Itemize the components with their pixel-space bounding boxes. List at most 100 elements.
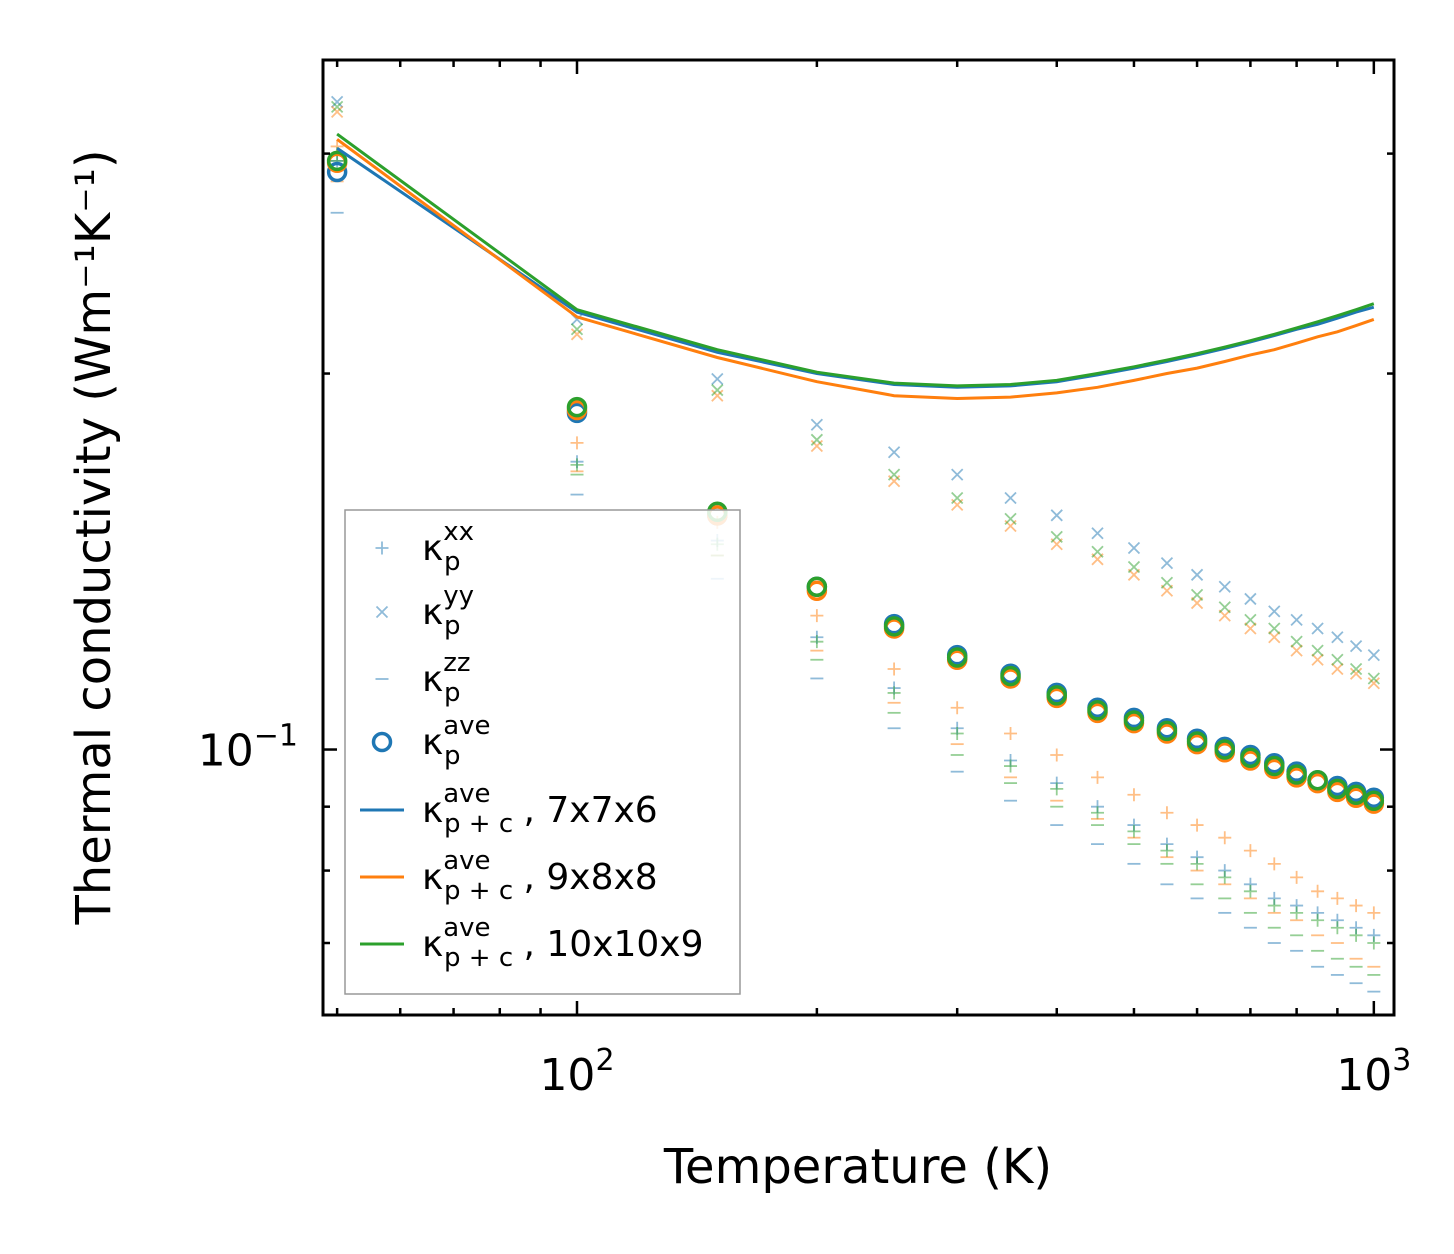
data-point-xx_b — [570, 436, 584, 450]
data-point-xx_b — [1127, 788, 1141, 802]
data-point-yy_a — [711, 372, 724, 386]
data-point-yy_c — [951, 491, 964, 505]
plot-marks — [326, 95, 1385, 993]
data-point-yy_b — [1349, 667, 1363, 680]
data-point-ave_c — [1123, 710, 1145, 731]
data-point-yy_a — [1349, 639, 1363, 653]
data-point-xx_c — [1349, 928, 1363, 942]
data-point-yy_c — [1190, 588, 1204, 601]
data-point-ave_c — [806, 576, 828, 597]
legend-item: κave p + c, 9x8x8 — [360, 846, 658, 906]
data-point-xx_c — [1218, 870, 1232, 884]
data-point-xx_c — [1127, 824, 1141, 838]
legend-item: κyy p — [375, 581, 474, 641]
data-point-ave_c — [1327, 778, 1348, 800]
plot-frame — [321, 58, 1396, 1017]
data-point-ave_c — [1345, 784, 1367, 806]
data-point-xx_b — [1243, 844, 1257, 858]
data-point-xx_b — [1290, 870, 1304, 884]
legend-item: κxx p — [375, 517, 474, 577]
data-point-yy_c — [810, 433, 824, 446]
data-point-ave_c — [1000, 665, 1021, 687]
data-point-yy_a — [1190, 568, 1204, 581]
data-point-yy_b — [570, 328, 584, 341]
data-point-xx_c — [1050, 782, 1064, 796]
data-point-ave_c — [1087, 700, 1108, 721]
data-point-xx_b — [1349, 899, 1363, 913]
data-point-ave_c — [1264, 755, 1285, 777]
data-point-yy_a — [1290, 613, 1303, 627]
data-point-xx_c — [1267, 899, 1281, 913]
data-point-xx_b — [1050, 748, 1064, 762]
legend-item: κave p — [371, 711, 491, 771]
data-point-xx_c — [887, 686, 901, 700]
series-zz_b — [330, 180, 1381, 968]
legend-label: κave p + c, 10x10x9 — [422, 913, 704, 973]
legend-item: κave p + c, 10x10x9 — [360, 913, 704, 973]
data-point-yy_a — [1244, 592, 1257, 606]
data-point-ave_c — [326, 150, 348, 172]
legend-label: κave p — [422, 711, 491, 771]
data-point-yy_a — [1004, 491, 1017, 505]
data-point-xx_b — [950, 701, 964, 715]
data-point-yy_b — [1244, 622, 1257, 635]
data-point-xx_c — [1004, 759, 1018, 773]
data-point-ave_c — [1156, 720, 1178, 742]
series-pc_b — [336, 138, 1375, 401]
x-tick-label: 102 — [539, 1043, 614, 1101]
data-point-xx_b — [810, 609, 824, 623]
legend-label: κave p + c, 7x7x6 — [422, 779, 658, 839]
series-pc_c — [336, 132, 1375, 388]
legend-label: κzz p — [422, 648, 471, 708]
y-axis-label: Thermal conductivity (Wm⁻¹K⁻¹) — [66, 149, 122, 925]
data-point-xx_c — [1290, 906, 1304, 920]
data-point-yy_c — [1091, 545, 1104, 558]
x-tick-label: 103 — [1336, 1043, 1411, 1101]
data-point-xx_c — [1311, 913, 1325, 927]
data-point-yy_c — [1290, 635, 1303, 648]
data-point-xx_b — [1004, 727, 1018, 740]
x-axis-label: Temperature (K) — [663, 1139, 1052, 1195]
data-point-yy_a — [951, 468, 964, 481]
data-point-ave_a — [326, 161, 348, 183]
data-point-yy_c — [887, 468, 901, 481]
data-point-ave_c — [1307, 769, 1328, 791]
data-point-xx_b — [1267, 857, 1281, 871]
data-point-yy_c — [1311, 644, 1324, 657]
data-point-ave_c — [1186, 731, 1208, 752]
data-point-ave_c — [1214, 739, 1236, 760]
data-point-yy_b — [711, 389, 724, 402]
legend-label: κyy p — [422, 581, 474, 641]
legend-label: κave p + c, 9x8x8 — [422, 846, 658, 906]
data-point-yy_c — [1367, 672, 1380, 685]
data-point-yy_a — [887, 446, 901, 459]
data-point-yy_a — [1091, 527, 1104, 540]
legend-marker-swatch — [375, 605, 389, 619]
data-point-xx_c — [1190, 857, 1204, 871]
series-yy_a — [330, 95, 1380, 662]
data-point-yy_c — [711, 383, 724, 397]
data-point-xx_b — [887, 662, 901, 676]
data-point-yy_b — [1311, 653, 1324, 666]
data-point-yy_c — [1218, 601, 1231, 614]
data-point-ave_c — [566, 396, 588, 418]
data-point-yy_c — [1050, 530, 1063, 544]
data-point-yy_a — [810, 418, 824, 431]
data-point-yy_b — [1290, 644, 1303, 657]
data-point-yy_a — [1331, 631, 1344, 644]
data-point-yy_c — [1349, 662, 1363, 676]
data-point-xx_c — [570, 458, 584, 472]
tick-labels: 102 103 10−1 — [198, 719, 1412, 1101]
data-point-xx_b — [1091, 770, 1104, 784]
data-point-xx_b — [1190, 818, 1204, 832]
data-point-yy_c — [570, 323, 584, 336]
data-point-yy_c — [1244, 613, 1257, 627]
data-point-yy_a — [1218, 580, 1231, 593]
data-point-yy_c — [1127, 560, 1141, 574]
y-tick-label: 10−1 — [198, 719, 298, 777]
data-point-xx_b — [1311, 884, 1325, 898]
data-point-xx_c — [1243, 884, 1257, 898]
data-point-ave_c — [1240, 747, 1261, 768]
